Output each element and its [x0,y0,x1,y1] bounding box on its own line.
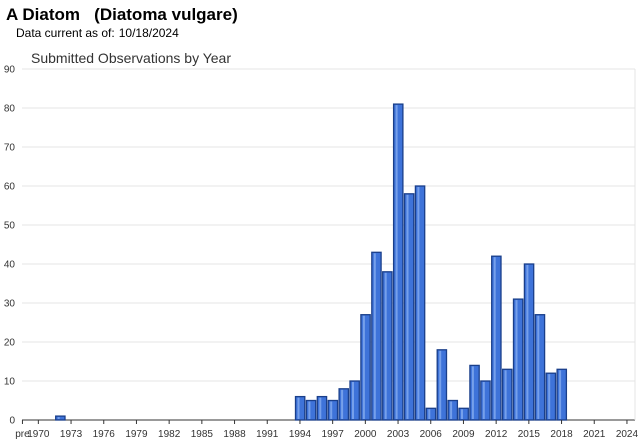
bar-highlight [308,401,311,419]
bar-highlight [341,389,344,419]
x-tick-label: 1994 [289,429,312,440]
y-tick-label: 80 [4,104,16,115]
bar-highlight [493,257,496,419]
bar-highlight [406,194,409,419]
x-tick-label: 1976 [93,429,116,440]
bar [316,395,328,421]
bar [327,399,339,421]
bar-highlight [450,401,453,419]
x-tick-label: 2012 [485,429,508,440]
bar [349,380,360,421]
bar-highlight [526,265,529,419]
x-tick-label: 1982 [158,429,181,440]
bar [392,103,404,421]
x-tick-label: 2003 [387,429,410,440]
bar [305,399,317,421]
y-tick-label: 10 [4,377,16,388]
bar [480,380,491,421]
y-tick-label: 40 [4,260,16,271]
y-tick-label: 30 [4,299,16,310]
bar-highlight [297,397,300,419]
x-tick-label: 1973 [60,429,83,440]
x-tick-label: 2024 [616,429,639,440]
x-tick-label: 1979 [125,429,148,440]
bar-highlight [428,409,431,419]
bar [371,251,382,421]
bar-highlight [504,370,507,419]
bar [458,407,469,421]
x-tick-label: 2021 [583,429,606,440]
bar-highlight [537,315,540,419]
x-tick-label: 1997 [322,429,345,440]
bar [294,395,306,421]
bar-highlight [384,272,387,419]
bar-highlight [471,366,474,419]
bar-highlight [330,401,333,419]
x-tick-label: 2006 [420,429,443,440]
y-tick-label: 0 [9,416,15,427]
bar-highlight [395,105,398,419]
bar-highlight [482,382,485,419]
data-current-note: Data current as of: 10/18/2024 [16,26,179,40]
x-tick-label: 1991 [256,429,279,440]
bar [545,372,557,421]
bar-highlight [548,374,551,419]
bar [425,407,437,421]
x-tick-label: 1985 [191,429,214,440]
y-tick-label: 50 [4,221,16,232]
bar-highlight [559,370,562,419]
y-tick-label: 60 [4,182,16,193]
bar [55,415,66,421]
bar [469,364,480,421]
bar [360,314,371,421]
bar [414,185,426,421]
x-tick-label: 2009 [452,429,475,440]
bar [447,399,459,421]
bar [436,349,448,421]
x-tick-label: 1988 [223,429,246,440]
y-tick-label: 70 [4,143,16,154]
data-current-label: Data current as of: [16,26,115,40]
bar [512,298,524,421]
bar [556,368,568,421]
y-tick-label: 90 [4,65,16,76]
x-tick-label: pre [15,429,30,440]
bar-highlight [319,397,322,419]
bar [523,263,535,421]
bar-highlight [417,187,420,419]
bar-highlight [352,382,354,419]
data-current-date: 10/18/2024 [118,26,179,40]
bar [382,271,393,421]
bar-highlight [373,253,376,419]
bar-highlight [362,315,365,419]
bar-highlight [515,300,518,419]
bar [338,388,350,421]
x-tick-label: 2018 [550,429,573,440]
chart-title: Submitted Observations by Year [31,50,232,66]
bar-highlight [439,350,442,419]
bar [534,314,546,421]
x-tick-label: 1970 [27,429,50,440]
y-tick-label: 20 [4,338,16,349]
bar-highlight [57,417,60,419]
bar [491,255,502,421]
bar-highlight [461,409,463,419]
x-tick-label: 2015 [518,429,541,440]
bar [501,368,513,421]
x-tick-label: 2000 [354,429,377,440]
bar [403,193,415,421]
species-title: A Diatom (Diatoma vulgare) [6,5,238,24]
